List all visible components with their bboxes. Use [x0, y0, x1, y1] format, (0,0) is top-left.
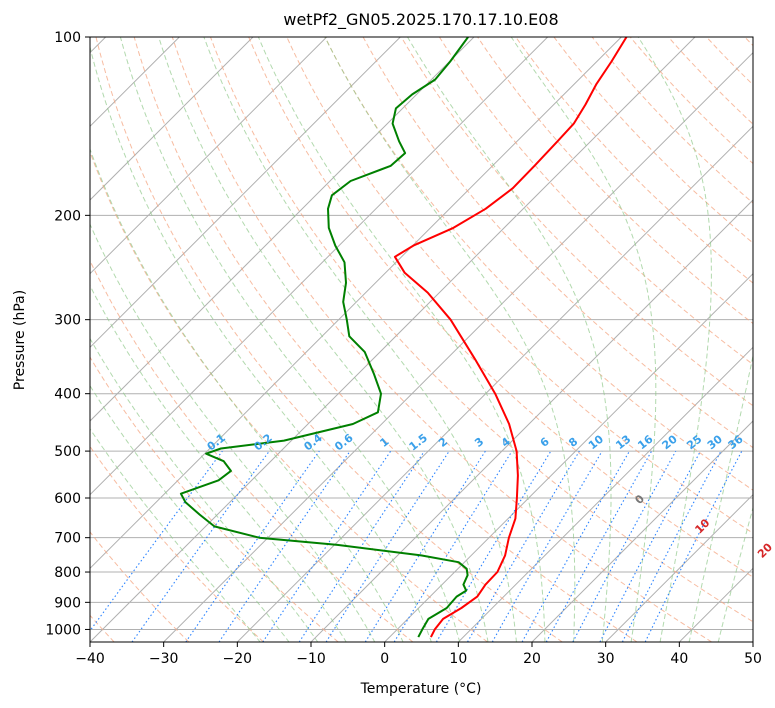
moist-adiabat [90, 284, 347, 642]
isotherm-gridline [90, 37, 254, 201]
plot-area [179, 37, 628, 638]
x-axis-label: Temperature (°C) [360, 681, 482, 697]
dry-adiabat [438, 37, 753, 366]
isotherm-gridline [236, 125, 753, 642]
dry-adiabat [248, 37, 753, 578]
x-tick-label: 30 [597, 651, 615, 667]
isotherm-gridline [90, 37, 549, 496]
moist-adiabat [257, 37, 546, 642]
temperature-profile [393, 37, 628, 638]
y-tick-label: 100 [54, 30, 81, 46]
x-tick-label: 10 [449, 651, 467, 667]
isotherm-gridline [90, 37, 328, 275]
x-tick-label: −30 [149, 651, 179, 667]
x-tick-label: −40 [75, 651, 105, 667]
moist-adiabat [407, 37, 612, 642]
x-axis: −40 −30 −20 −10 0 10 20 30 40 50 [75, 642, 762, 667]
moist-adiabat [90, 427, 261, 642]
dry-adiabat [90, 356, 339, 642]
y-tick-label: 1000 [45, 622, 81, 638]
y-tick-label: 200 [54, 208, 81, 224]
mixing-ratio-line [521, 450, 630, 642]
moist-adiabat [90, 223, 376, 642]
x-tick-label: 50 [744, 651, 762, 667]
dry-adiabat [324, 37, 753, 491]
isotherm-gridline [384, 272, 753, 642]
y-tick-label: 600 [54, 491, 81, 507]
isotherm-gridline [457, 346, 753, 642]
mixing-ratio-line [218, 450, 351, 642]
moist-adiabat [90, 337, 319, 642]
isotherm-gridline [90, 37, 401, 349]
mixing-ratio-line [90, 450, 223, 632]
mixing-ratio-line [572, 450, 677, 642]
x-tick-label: 40 [670, 651, 688, 667]
dry-adiabat [95, 37, 563, 642]
mixing-ratio-line [185, 450, 320, 642]
dry-adiabat [553, 37, 753, 244]
chart-title: wetPf2_GN05.2025.170.17.10.E08 [283, 10, 558, 30]
isotherm-gridline [531, 420, 753, 642]
moist-adiabat [717, 505, 753, 642]
dry-adiabat [90, 531, 190, 642]
y-tick-label: 800 [54, 565, 81, 581]
mixing-ratio-line [364, 450, 486, 642]
moist-adiabat [90, 44, 432, 642]
mixing-ratio-line [131, 450, 270, 642]
moist-adiabat [510, 37, 657, 642]
dry-adiabat [210, 37, 753, 623]
y-tick-label: 300 [54, 313, 81, 329]
moist-adiabat [158, 37, 489, 642]
x-tick-label: −10 [296, 651, 326, 667]
moist-adiabat [688, 353, 753, 642]
mixing-ratio-line [393, 450, 513, 642]
dry-adiabat [400, 37, 753, 407]
dry-adiabat [591, 37, 753, 204]
moist-adiabat [90, 384, 290, 642]
moist-adiabat [90, 147, 404, 642]
isotherm-gridline [90, 37, 475, 422]
mixing-ratio-line [435, 450, 552, 642]
moist-adiabat [637, 37, 712, 642]
dewpoint-profile [179, 37, 469, 638]
background-lines [90, 37, 753, 642]
mixing-ratio-line [467, 450, 580, 642]
dry-adiabat [90, 150, 488, 642]
moist-adiabat [203, 37, 517, 642]
y-tick-label: 700 [54, 531, 81, 547]
dry-adiabat [362, 37, 753, 449]
y-tick-label: 400 [54, 387, 81, 403]
mixing-ratio-line [491, 450, 603, 642]
y-axis: 100 200 300 400 500 600 700 800 900 1000 [45, 30, 90, 638]
x-tick-label: 0 [380, 651, 389, 667]
dry-adiabat [286, 37, 753, 534]
isotherm-gridline [605, 493, 753, 642]
isotherm-gridline [90, 37, 696, 642]
mixing-ratio-line [325, 450, 450, 642]
plot-frame [89, 36, 754, 643]
dry-adiabat [133, 37, 638, 642]
dry-adiabat [477, 37, 753, 325]
y-tick-label: 500 [54, 444, 81, 460]
y-tick-label: 900 [54, 595, 81, 611]
x-tick-label: −20 [223, 651, 253, 667]
isotherm-gridline [163, 51, 753, 642]
dry-adiabat [171, 37, 712, 642]
x-tick-label: 20 [523, 651, 541, 667]
y-axis-label: Pressure (hPa) [12, 290, 28, 390]
isotherm-gridline [90, 37, 622, 570]
moist-adiabat [324, 37, 576, 642]
mixing-ratio-line [545, 450, 653, 642]
moist-adiabat [119, 37, 461, 642]
